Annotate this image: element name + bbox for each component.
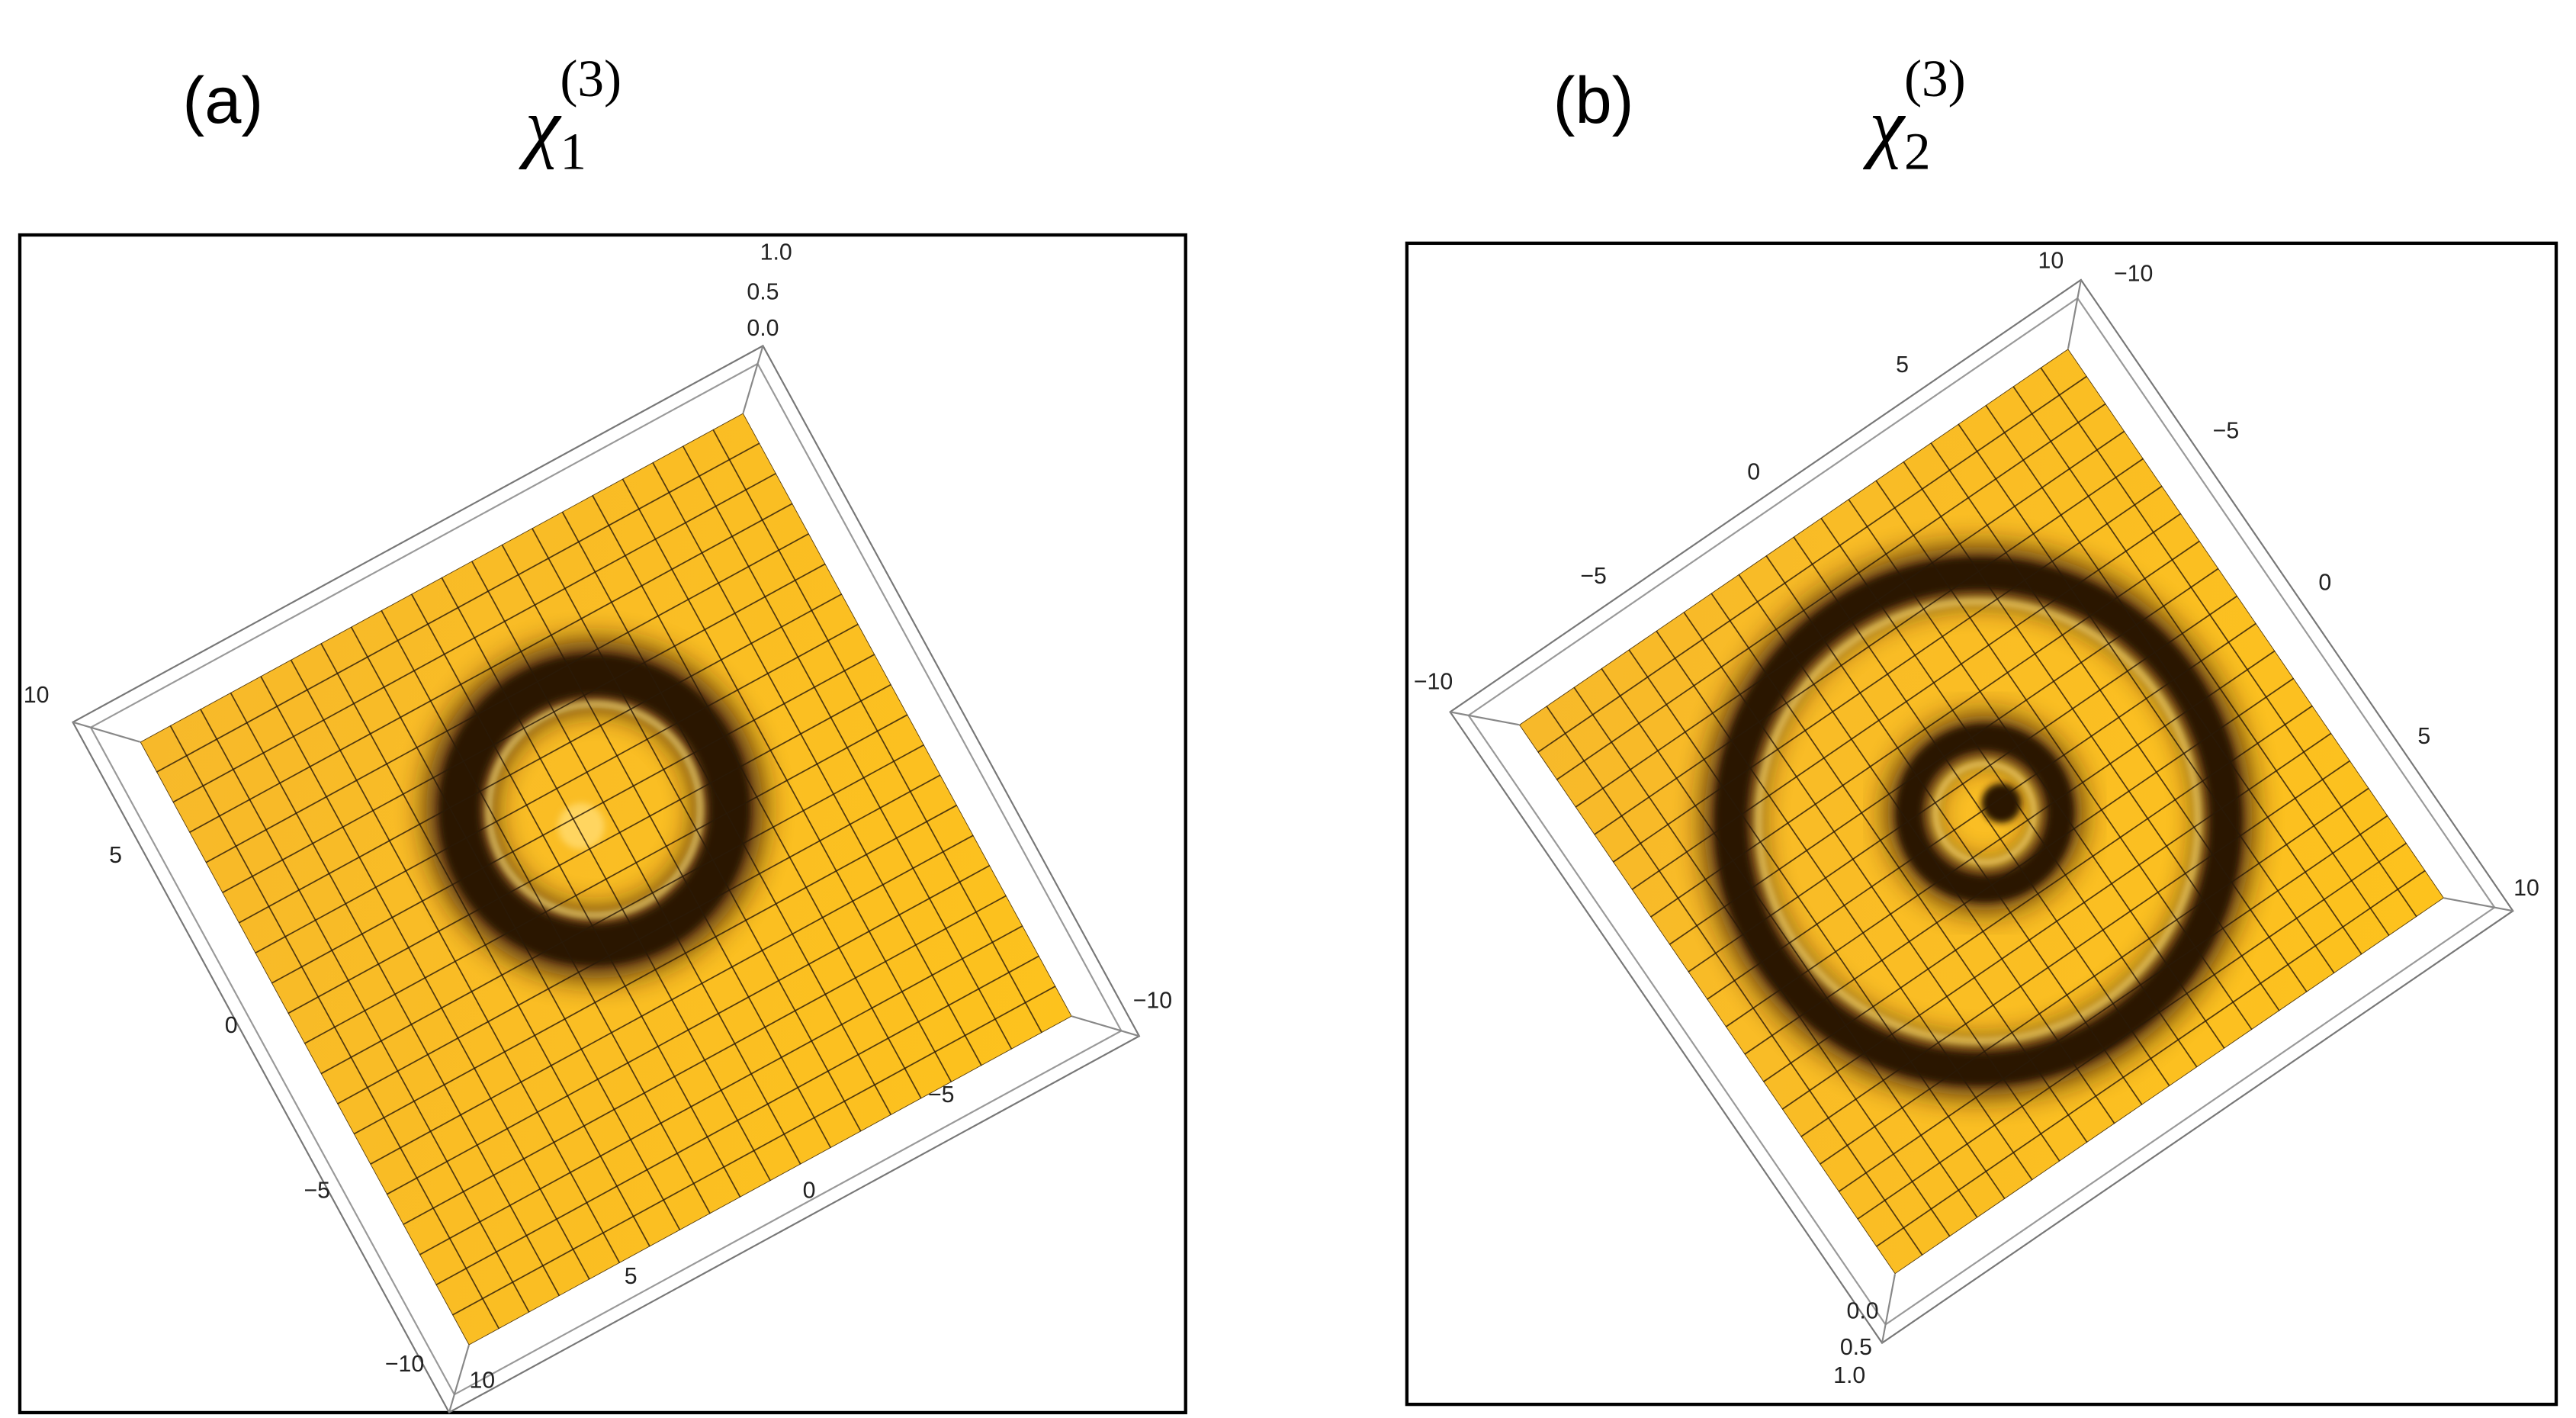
mesh-line [304,714,908,1044]
mesh-line [320,744,925,1075]
ring-highlight [487,702,702,918]
tick-label: 1.0 [1833,1363,1865,1388]
mesh-line [336,774,941,1104]
panel-label: (b) [1553,64,1634,137]
mesh-line [1875,480,2253,1031]
surface [1518,349,2444,1275]
mesh-line [1848,498,2225,1049]
tick-label: −10 [385,1352,424,1377]
box-outline [89,362,1123,1396]
mesh-line [1903,461,2280,1011]
tick-label: −5 [928,1082,955,1108]
mesh-line [403,895,1007,1226]
mesh-line [1930,442,2308,993]
box-edge [2443,897,2513,912]
mesh-line [353,804,958,1135]
superscript: (3) [560,49,622,108]
panel-frame [1405,241,2558,1407]
mesh-line [1762,705,2313,1082]
tick-label: 10 [24,683,50,708]
box-edge [1071,1015,1140,1037]
tick-label: 5 [625,1264,638,1289]
mesh-line [1958,423,2335,974]
mesh-line [370,834,974,1166]
mesh-line [2040,367,2417,918]
ring-highlight [1756,600,2200,1043]
tick-label: −10 [1414,670,1453,695]
panel-frame [18,233,1187,1415]
tick-label: 0.5 [1840,1335,1872,1360]
tick-label: −10 [1133,988,1172,1013]
mesh-line [561,511,892,1116]
tick-label: 1.0 [760,240,792,265]
subscript: 2 [1904,121,1931,180]
tick-label: 5 [1896,352,1909,378]
mesh-line [1781,732,2332,1110]
mesh-line [592,494,922,1099]
mesh-line [1800,760,2351,1137]
ring-core [438,654,750,966]
mesh-line [501,544,832,1149]
tick-label: 0 [2318,571,2331,596]
tick-label: −5 [304,1178,330,1203]
mesh-line [531,527,862,1132]
ring-highlight [1933,761,2037,865]
panel-label: (a) [182,64,263,137]
box-edge [742,346,764,413]
symbol: χ [519,82,562,170]
panel-title: χ2 (3) [1862,49,1966,180]
superscript: (3) [1904,49,1966,108]
mesh-line [1894,897,2444,1275]
mesh-line [622,478,952,1083]
mesh-line [652,461,982,1066]
center-spot [557,802,605,850]
box-edge [1450,711,1520,726]
mesh-line [1838,815,2388,1192]
tick-label: 10 [2038,248,2064,273]
mesh-line [1985,404,2362,955]
mesh-line [712,429,1042,1034]
box-edge [72,721,140,743]
tick-label: 5 [109,843,122,868]
mesh-line [1820,517,2198,1068]
mesh-line [1857,842,2407,1220]
box-edge [1881,1274,1897,1343]
box-outline [1467,297,2496,1326]
tick-label: 5 [2417,724,2430,749]
mesh-line [2012,386,2390,937]
center-spot [1981,783,2022,823]
panel-title: χ1 (3) [519,49,622,180]
tick-label: 0.0 [747,316,779,341]
symbol: χ [1862,82,1906,170]
tick-label: −10 [2114,262,2153,287]
mesh-line [419,924,1023,1256]
box-edge [448,1345,470,1413]
mesh-line [451,986,1056,1316]
mesh-line [1725,650,2276,1027]
tick-label: 0.0 [1846,1299,1878,1324]
tick-label: 10 [469,1368,495,1393]
mesh-line [1875,870,2426,1247]
subscript: 1 [560,121,586,180]
tick-label: 0 [1747,460,1760,485]
tick-label: 0 [225,1013,238,1038]
tick-label: −5 [2213,418,2240,443]
mesh-line [435,955,1040,1286]
mesh-line [1819,787,2369,1165]
box-edge [2067,279,2082,349]
mesh-line [386,864,991,1195]
tick-label: 0 [803,1178,816,1203]
mesh [1518,349,2444,1275]
tick-label: 10 [2513,876,2539,901]
mesh-line [1744,677,2295,1055]
mesh-line [471,561,801,1165]
mesh-line [1706,622,2256,1000]
mesh-line [682,445,1013,1050]
mesh [140,413,1072,1346]
surface [140,413,1072,1346]
tick-label: 0.5 [747,279,779,304]
tick-label: −5 [1580,564,1607,589]
